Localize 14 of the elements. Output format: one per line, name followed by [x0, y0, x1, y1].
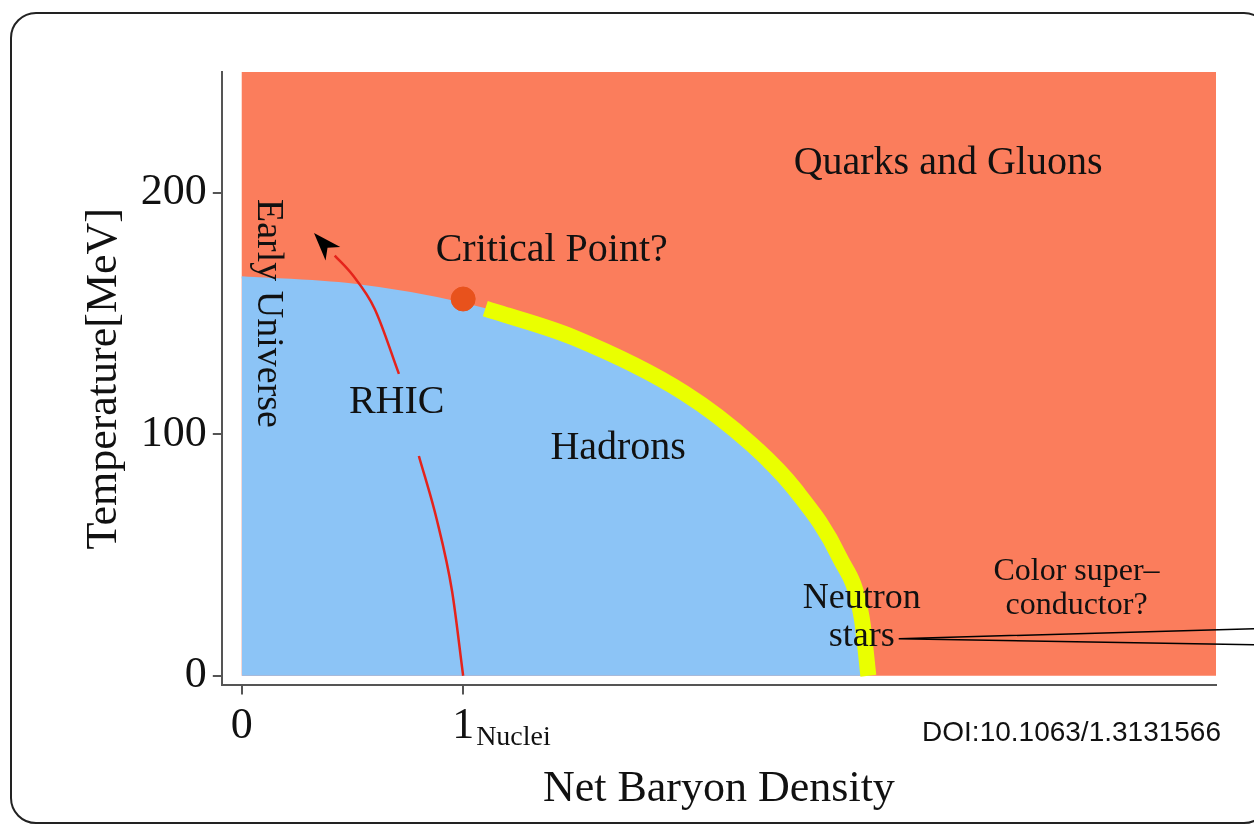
text: DOI:10.1063/1.3131566: [922, 716, 1221, 748]
y-tick-label: 100: [140, 406, 207, 456]
annotation: Quarks and Gluons: [793, 138, 1103, 184]
annotation: RHIC: [348, 377, 445, 423]
x-axis-title: Net Baryon Density: [542, 762, 895, 812]
annotation: Critical Point?: [435, 225, 668, 271]
y-tick-label: 200: [140, 165, 207, 215]
x-tick-label: 1: [452, 699, 475, 749]
y-axis-title: Temperature[MeV]: [76, 207, 126, 550]
text: Nuclei: [476, 719, 552, 751]
annotation: Hadrons: [550, 423, 686, 469]
y-tick-label: 0: [184, 648, 207, 698]
annotation: Color super– conductor?: [993, 551, 1161, 622]
annotation: Early Universe: [250, 199, 293, 428]
